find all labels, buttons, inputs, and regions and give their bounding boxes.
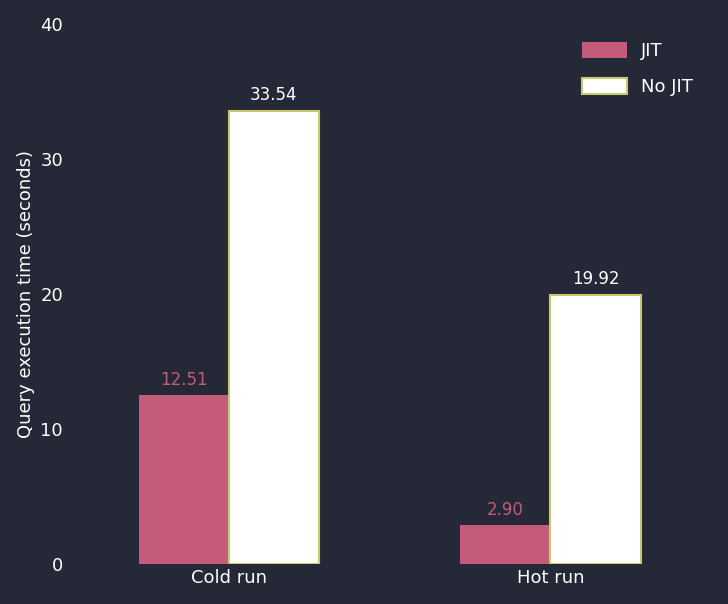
Bar (229, 111, 319, 565)
Bar (460, 525, 550, 565)
Legend: JIT, No JIT: JIT, No JIT (573, 33, 703, 105)
Y-axis label: Query execution time (seconds): Query execution time (seconds) (17, 150, 35, 438)
Text: 2.90: 2.90 (487, 501, 524, 518)
Text: 19.92: 19.92 (571, 271, 620, 288)
Bar (138, 396, 229, 565)
Bar (550, 295, 641, 565)
Text: 12.51: 12.51 (160, 371, 207, 388)
Text: 33.54: 33.54 (250, 86, 298, 104)
